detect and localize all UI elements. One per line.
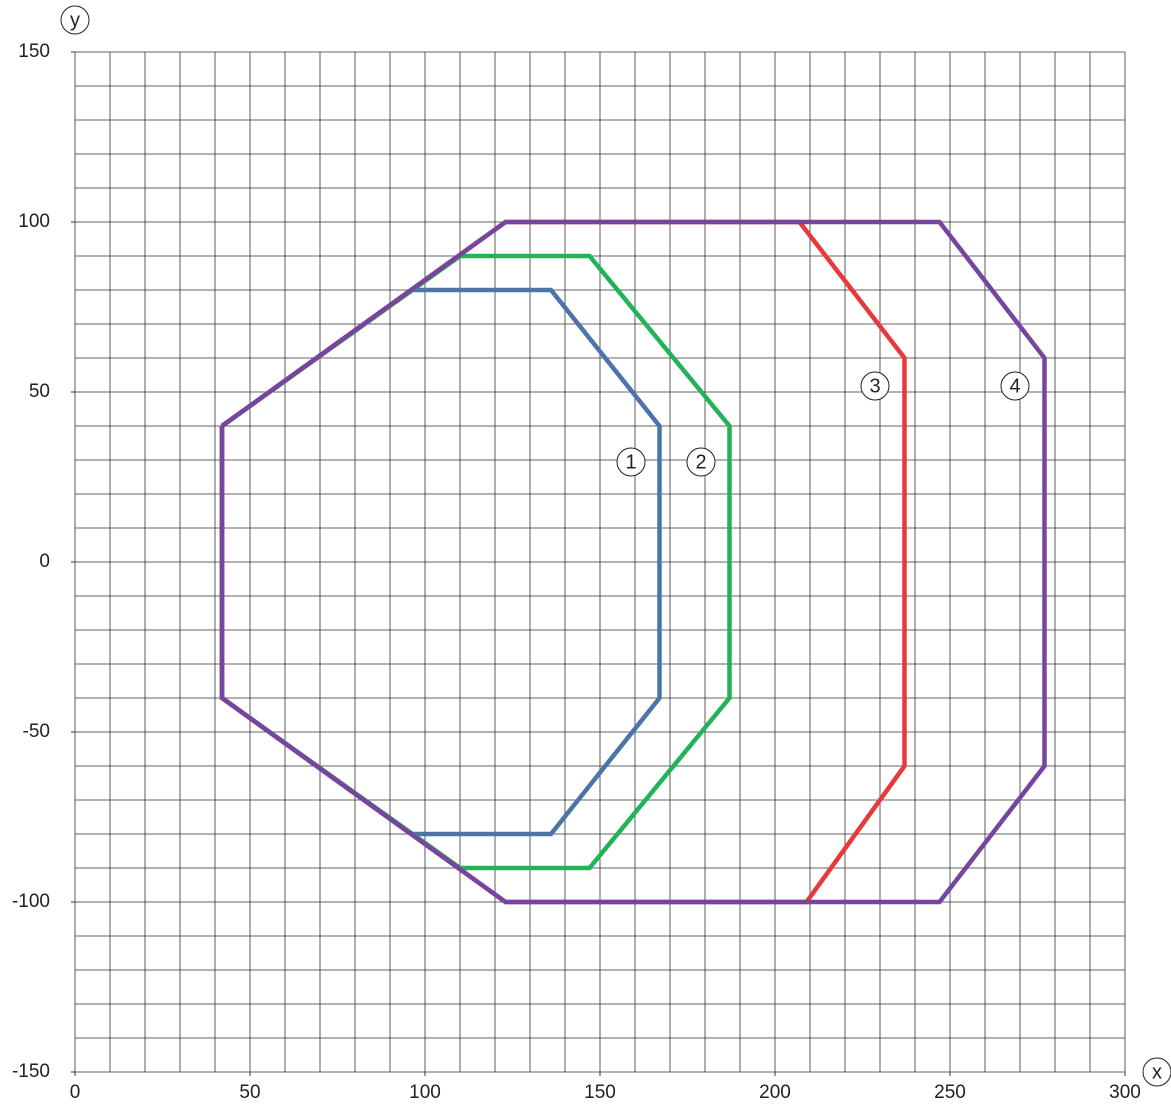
x-axis-label-circle (1142, 1057, 1171, 1087)
x-tick-label: 0 (70, 1082, 81, 1103)
series-label: 2 (695, 451, 706, 473)
y-tick-label: -50 (23, 721, 50, 742)
y-axis-label-circle (60, 5, 90, 35)
y-axis-label: y (70, 9, 80, 31)
y-tick-label: 0 (39, 551, 50, 572)
y-tick-label: 150 (18, 41, 50, 62)
x-axis-label: x (1152, 1061, 1162, 1083)
y-tick-label: 100 (18, 211, 50, 232)
y-tick-label: -150 (12, 1061, 50, 1082)
series-label-circle (616, 447, 646, 477)
series-label-circle (860, 371, 890, 401)
series-label-circle (686, 447, 716, 477)
x-tick-label: 50 (239, 1082, 260, 1103)
x-tick-label: 300 (1109, 1082, 1141, 1103)
x-tick-label: 250 (934, 1082, 966, 1103)
y-tick-label: -100 (12, 891, 50, 912)
x-tick-label: 200 (759, 1082, 791, 1103)
series-label-circle (1000, 371, 1030, 401)
series-label: 1 (625, 451, 636, 473)
series-line (219, 219, 1047, 905)
series-label: 4 (1009, 375, 1020, 397)
x-tick-label: 150 (584, 1082, 616, 1103)
x-tick-label: 100 (409, 1082, 441, 1103)
series-label: 3 (869, 375, 880, 397)
y-tick-label: 50 (29, 381, 50, 402)
